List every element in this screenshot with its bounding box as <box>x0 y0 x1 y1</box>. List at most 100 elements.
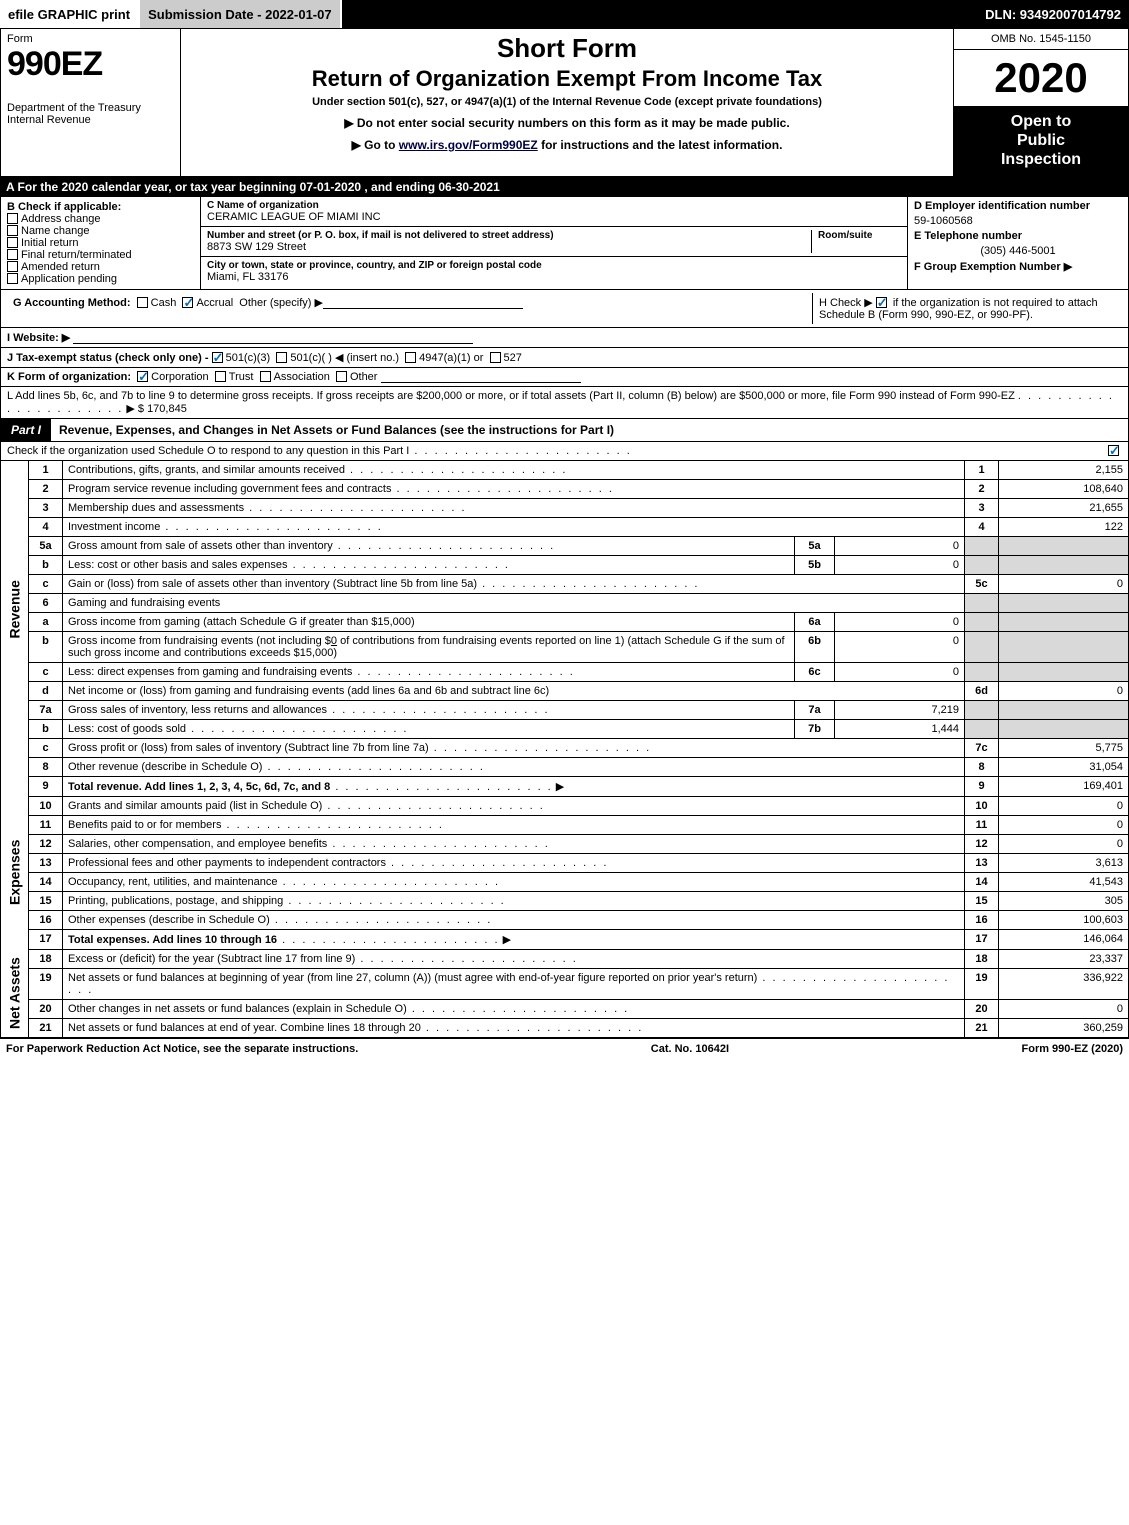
ln-16: 16 <box>29 910 63 929</box>
amt-17: 146,064 <box>999 929 1129 949</box>
org-name: CERAMIC LEAGUE OF MIAMI INC <box>207 211 901 223</box>
ref-20: 20 <box>965 999 999 1018</box>
lbl-501c: 501(c)( ) ◀ (insert no.) <box>290 352 399 364</box>
lbl-name-change: Name change <box>21 225 90 237</box>
chk-final-return[interactable] <box>7 249 18 260</box>
chk-501c[interactable] <box>276 352 287 363</box>
ref-6c-shade <box>965 662 999 681</box>
irs-link[interactable]: www.irs.gov/Form990EZ <box>399 138 538 152</box>
desc-4: Investment income <box>68 521 160 533</box>
ln-6b: b <box>29 631 63 662</box>
footer-form-ref: Form 990-EZ (2020) <box>1022 1043 1123 1055</box>
other-org-input[interactable] <box>381 371 581 383</box>
goto-line: ▶ Go to www.irs.gov/Form990EZ for instru… <box>189 138 945 152</box>
header-right: OMB No. 1545-1150 2020 Open to Public In… <box>953 29 1128 176</box>
submission-date: Submission Date - 2022-01-07 <box>140 0 342 28</box>
ln-9: 9 <box>29 776 63 796</box>
chk-association[interactable] <box>260 371 271 382</box>
chk-schedule-o-used[interactable] <box>1108 445 1119 456</box>
desc-21: Net assets or fund balances at end of ye… <box>68 1022 421 1034</box>
part-1-title: Revenue, Expenses, and Changes in Net As… <box>51 419 1128 441</box>
ref-7a-shade <box>965 700 999 719</box>
chk-corporation[interactable] <box>137 371 148 382</box>
amt-16: 100,603 <box>999 910 1129 929</box>
ref-3: 3 <box>965 498 999 517</box>
amt-2: 108,640 <box>999 479 1129 498</box>
amt-12: 0 <box>999 834 1129 853</box>
desc-5a: Gross amount from sale of assets other t… <box>68 540 333 552</box>
street-label: Number and street (or P. O. box, if mail… <box>207 230 811 241</box>
chk-cash[interactable] <box>137 297 148 308</box>
ref-7b-shade <box>965 719 999 738</box>
ref-7c: 7c <box>965 738 999 757</box>
ln-8: 8 <box>29 757 63 776</box>
desc-6c: Less: direct expenses from gaming and fu… <box>68 666 352 678</box>
ln-7a: 7a <box>29 700 63 719</box>
sublab-6a: 6a <box>795 612 835 631</box>
ref-8: 8 <box>965 757 999 776</box>
tel-label: E Telephone number <box>914 230 1022 242</box>
amt-6-shade <box>999 593 1129 612</box>
org-name-label: C Name of organization <box>207 200 901 211</box>
ref-12: 12 <box>965 834 999 853</box>
dln: DLN: 93492007014792 <box>977 0 1129 28</box>
lbl-final-return: Final return/terminated <box>21 249 132 261</box>
chk-trust[interactable] <box>215 371 226 382</box>
open-line3: Inspection <box>958 150 1124 169</box>
chk-initial-return[interactable] <box>7 237 18 248</box>
chk-527[interactable] <box>490 352 501 363</box>
top-bar: efile GRAPHIC print Submission Date - 20… <box>0 0 1129 28</box>
lbl-other-org: Other <box>350 371 378 383</box>
ref-18: 18 <box>965 949 999 968</box>
lbl-amended-return: Amended return <box>21 261 100 273</box>
entity-block: B Check if applicable: Address change Na… <box>0 197 1129 290</box>
chk-schedule-b-not-required[interactable] <box>876 297 887 308</box>
ln-5b: b <box>29 555 63 574</box>
desc-3: Membership dues and assessments <box>68 502 244 514</box>
website-input[interactable] <box>73 332 473 344</box>
desc-17: Total expenses. Add lines 10 through 16 <box>68 934 277 946</box>
dept-treasury: Department of the Treasury <box>7 102 174 114</box>
chk-4947a1[interactable] <box>405 352 416 363</box>
ln-20: 20 <box>29 999 63 1018</box>
ref-14: 14 <box>965 872 999 891</box>
subval-6b: 0 <box>835 631 965 662</box>
street-address: 8873 SW 129 Street <box>207 241 811 253</box>
desc-14: Occupancy, rent, utilities, and maintena… <box>68 876 278 888</box>
chk-address-change[interactable] <box>7 213 18 224</box>
desc-7c: Gross profit or (loss) from sales of inv… <box>68 742 429 754</box>
ref-6b-shade <box>965 631 999 662</box>
amt-20: 0 <box>999 999 1129 1018</box>
amt-13: 3,613 <box>999 853 1129 872</box>
ref-5a-shade <box>965 536 999 555</box>
sublab-7b: 7b <box>795 719 835 738</box>
ein-value: 59-1060568 <box>914 215 1122 227</box>
ln-12: 12 <box>29 834 63 853</box>
desc-2: Program service revenue including govern… <box>68 483 391 495</box>
other-specify-input[interactable] <box>323 297 523 309</box>
amt-11: 0 <box>999 815 1129 834</box>
ln-18: 18 <box>29 949 63 968</box>
amt-3: 21,655 <box>999 498 1129 517</box>
section-revenue-cont <box>1 757 29 796</box>
city-label: City or town, state or province, country… <box>207 260 901 271</box>
section-net-assets: Net Assets <box>1 949 29 1037</box>
ref-19: 19 <box>965 968 999 999</box>
desc-18: Excess or (deficit) for the year (Subtra… <box>68 953 355 965</box>
chk-accrual[interactable] <box>182 297 193 308</box>
sublab-7a: 7a <box>795 700 835 719</box>
amt-5a-shade <box>999 536 1129 555</box>
ein-label: D Employer identification number <box>914 200 1090 212</box>
row-j-tax-exempt: J Tax-exempt status (check only one) - 5… <box>0 348 1129 368</box>
lbl-address-change: Address change <box>21 213 101 225</box>
subval-5a: 0 <box>835 536 965 555</box>
chk-application-pending[interactable] <box>7 273 18 284</box>
amt-8: 31,054 <box>999 757 1129 776</box>
ln-1: 1 <box>29 461 63 480</box>
footer-cat-no: Cat. No. 10642I <box>651 1043 729 1055</box>
chk-name-change[interactable] <box>7 225 18 236</box>
chk-amended-return[interactable] <box>7 261 18 272</box>
desc-6: Gaming and fundraising events <box>63 593 965 612</box>
chk-other-org[interactable] <box>336 371 347 382</box>
chk-501c3[interactable] <box>212 352 223 363</box>
